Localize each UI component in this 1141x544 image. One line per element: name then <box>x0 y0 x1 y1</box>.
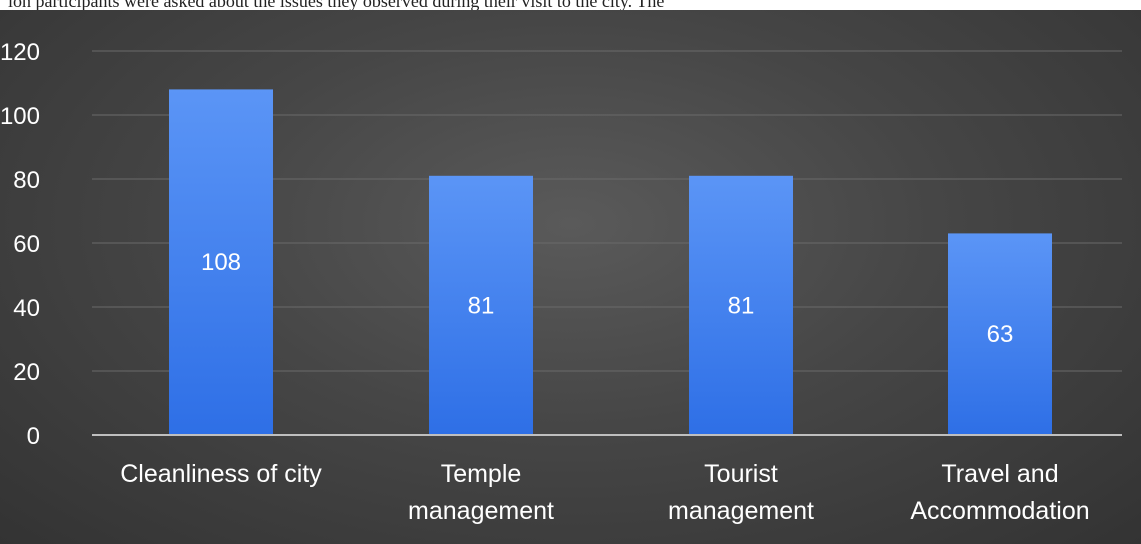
data-label: 63 <box>987 321 1014 348</box>
y-tick-label: 20 <box>13 359 40 386</box>
cropped-caption-text: ion participants were asked about the is… <box>8 0 665 11</box>
x-tick-label: Accommodation <box>910 497 1089 525</box>
labels: 0 20 40 60 80 100 120 108 81 81 63 Cleanliness of c… <box>0 39 1090 525</box>
data-label: 108 <box>201 249 241 276</box>
bars <box>169 89 1052 436</box>
x-tick-label: Cleanliness of city <box>120 460 322 488</box>
x-tick-label: Travel and <box>941 460 1058 488</box>
y-tick-label: 100 <box>0 103 40 130</box>
x-tick-label: management <box>668 497 814 525</box>
bar <box>689 175 793 436</box>
data-label: 81 <box>728 292 755 319</box>
x-tick-label: Temple <box>441 460 522 488</box>
y-tick-label: 80 <box>13 167 40 194</box>
y-tick-label: 0 <box>27 423 40 450</box>
data-label: 81 <box>468 292 495 319</box>
x-tick-label: Tourist <box>704 460 778 488</box>
bar <box>429 175 533 436</box>
y-tick-label: 40 <box>13 295 40 322</box>
y-tick-label: 120 <box>0 39 40 66</box>
bar <box>169 89 273 436</box>
y-tick-label: 60 <box>13 231 40 258</box>
bar <box>948 233 1052 435</box>
x-tick-label: management <box>408 497 554 525</box>
